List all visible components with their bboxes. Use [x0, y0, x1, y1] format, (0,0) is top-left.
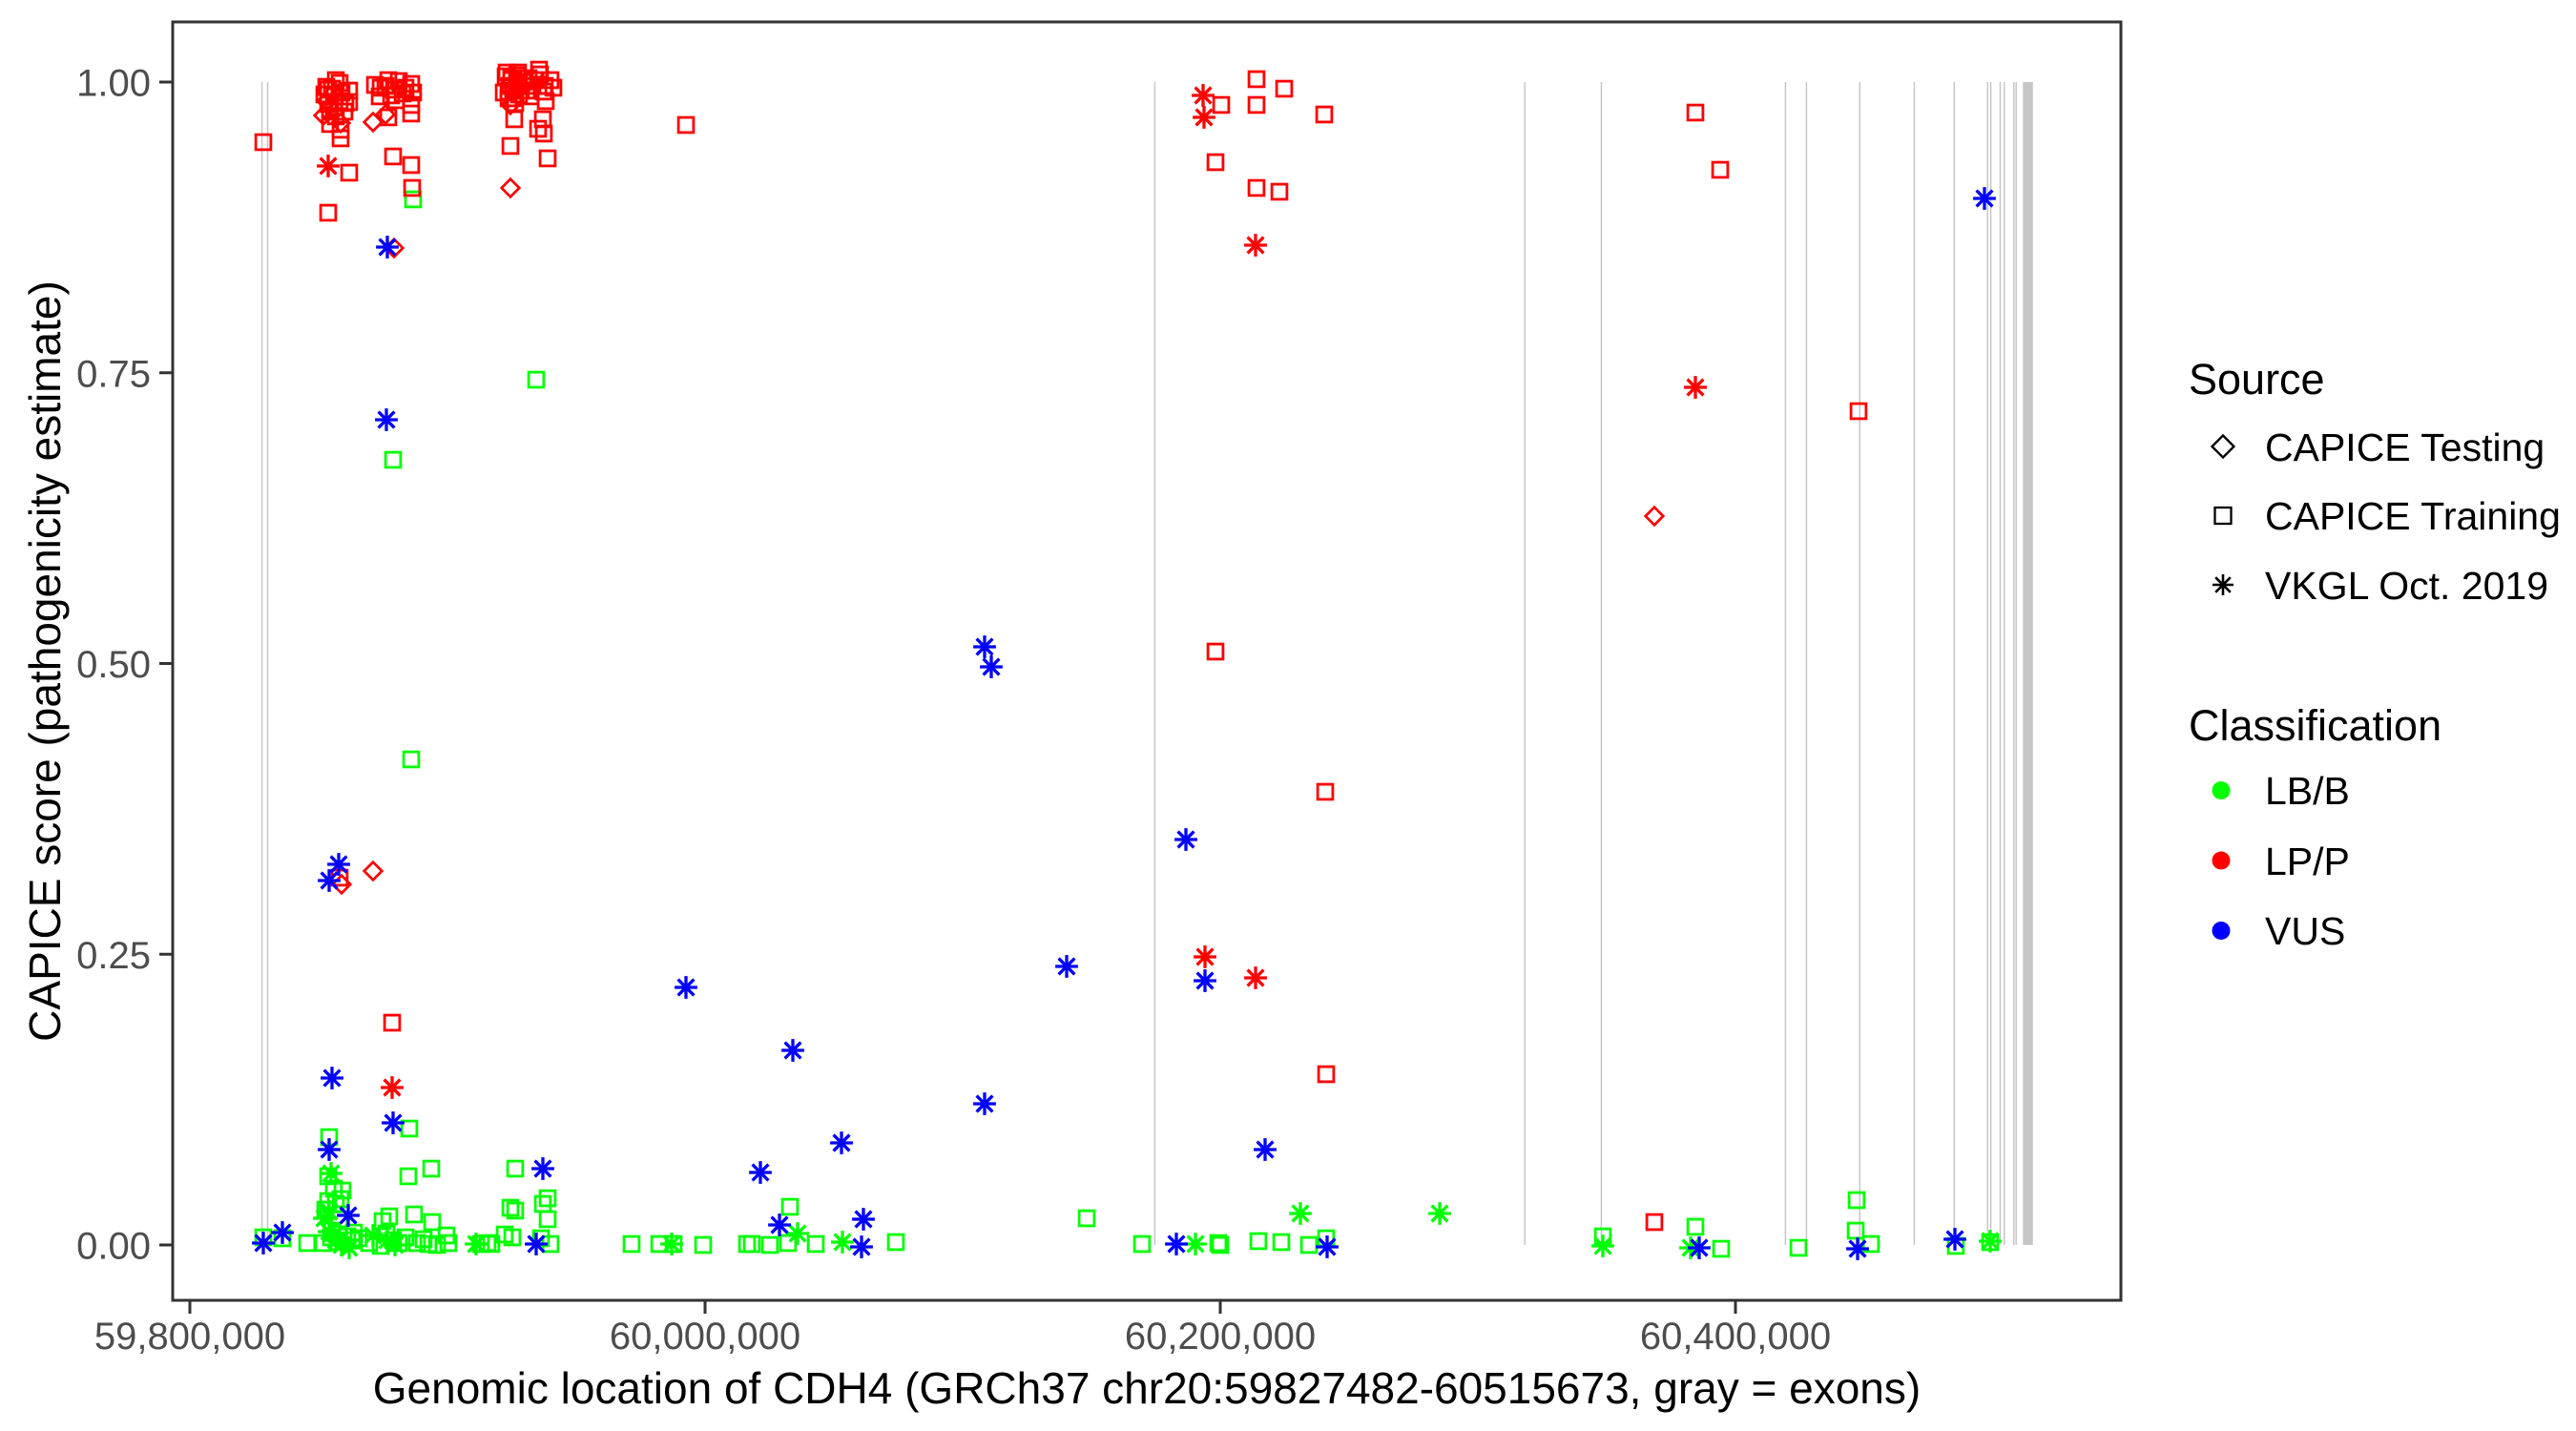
svg-text:0.75: 0.75	[76, 353, 151, 395]
svg-text:VKGL Oct. 2019: VKGL Oct. 2019	[2265, 564, 2548, 608]
svg-text:CAPICE score (pathogenicity es: CAPICE score (pathogenicity estimate)	[20, 280, 70, 1042]
svg-text:60,000,000: 60,000,000	[610, 1316, 800, 1358]
svg-text:Genomic location of CDH4 (GRCh: Genomic location of CDH4 (GRCh37 chr20:5…	[373, 1363, 1921, 1413]
svg-text:CAPICE Training: CAPICE Training	[2265, 494, 2561, 538]
svg-text:60,400,000: 60,400,000	[1640, 1316, 1831, 1358]
svg-text:0.50: 0.50	[76, 644, 151, 686]
svg-text:0.25: 0.25	[76, 935, 151, 977]
svg-text:1.00: 1.00	[76, 63, 151, 105]
svg-text:59,800,000: 59,800,000	[94, 1316, 285, 1358]
svg-text:0.00: 0.00	[76, 1226, 151, 1268]
svg-text:Source: Source	[2189, 355, 2325, 404]
svg-text:CAPICE Testing: CAPICE Testing	[2265, 425, 2545, 469]
svg-text:VUS: VUS	[2265, 909, 2345, 953]
svg-text:Classification: Classification	[2189, 701, 2441, 750]
svg-text:60,200,000: 60,200,000	[1125, 1316, 1316, 1358]
svg-text:LP/P: LP/P	[2265, 840, 2350, 883]
svg-text:LB/B: LB/B	[2265, 769, 2350, 813]
